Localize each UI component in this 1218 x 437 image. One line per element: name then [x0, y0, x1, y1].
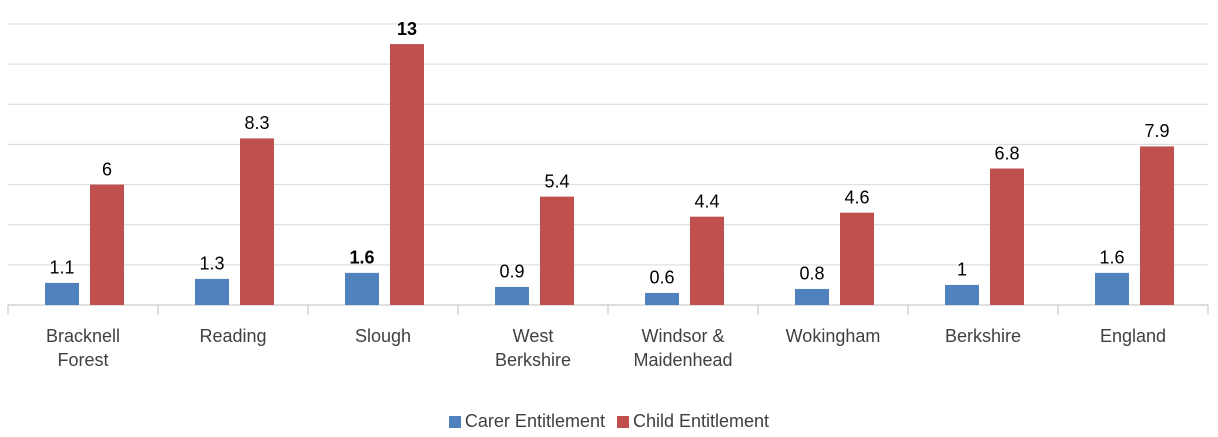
bar [645, 292, 679, 305]
x-tick-label: Wokingham [785, 326, 881, 346]
legend-label: Child Entitlement [632, 411, 770, 431]
data-label: 1 [957, 260, 967, 280]
bar [45, 282, 79, 305]
data-label: 13 [397, 19, 417, 39]
x-tick-label: Berkshire [944, 326, 1022, 346]
data-label: 4.6 [844, 187, 869, 207]
bar [840, 212, 874, 305]
data-label: 1.6 [349, 248, 374, 268]
bar [690, 216, 724, 305]
data-label: 1.3 [199, 254, 224, 274]
bar [540, 196, 574, 305]
data-label: 0.9 [499, 262, 524, 282]
legend-item: Child Entitlement [616, 411, 770, 432]
bar [495, 286, 529, 305]
legend-swatch [448, 415, 461, 428]
bar [1095, 272, 1129, 305]
bar [390, 44, 424, 305]
bar [240, 138, 274, 305]
data-label: 1.1 [49, 258, 74, 278]
data-label: 0.8 [799, 264, 824, 284]
data-label: 1.6 [1099, 248, 1124, 268]
data-label: 7.9 [1144, 121, 1169, 141]
data-label: 6.8 [994, 143, 1019, 163]
legend: Carer Entitlement Child Entitlement [0, 411, 1218, 432]
bar [945, 284, 979, 305]
legend-swatch [616, 415, 629, 428]
bar [345, 272, 379, 305]
data-label: 4.4 [694, 191, 719, 211]
data-label: 0.6 [649, 268, 674, 288]
x-tick-label: West Berkshire [494, 326, 572, 370]
legend-label: Carer Entitlement [464, 411, 605, 431]
data-label: 6 [102, 159, 112, 179]
x-tick-label: England [1099, 326, 1167, 346]
x-tick-label: Slough [354, 326, 412, 346]
bar [795, 288, 829, 305]
bar [90, 184, 124, 305]
data-label: 5.4 [544, 171, 569, 191]
bar [195, 278, 229, 305]
bar [990, 168, 1024, 305]
x-tick-label: Windsor & Maidenhead [633, 326, 733, 370]
x-tick-label: Reading [199, 326, 267, 346]
bar [1140, 146, 1174, 305]
legend-item: Carer Entitlement [448, 411, 605, 432]
x-tick-label: Bracknell Forest [45, 326, 121, 370]
data-label: 8.3 [244, 113, 269, 133]
